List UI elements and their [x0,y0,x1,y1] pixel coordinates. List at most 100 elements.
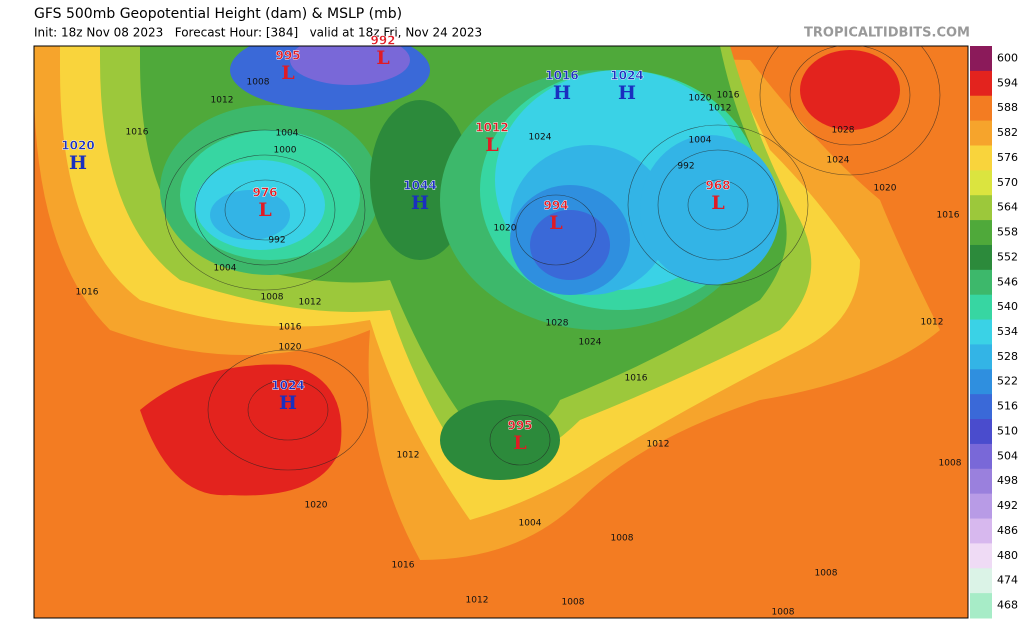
colorbar-label: 510 [997,424,1018,437]
center-letter: L [513,432,526,454]
center-value: 995 [507,419,532,433]
isobar-label: 1004 [519,519,542,529]
colorbar-swatch [970,195,992,221]
isobar-label: 1012 [709,104,732,114]
colorbar-swatch [970,46,992,72]
colorbar-swatch [970,269,992,296]
colorbar-label: 600 [997,51,1018,64]
center-value: 995 [275,49,300,63]
isobar-label: 1004 [689,136,712,146]
isobar-label: 1024 [579,338,602,348]
isobar-label: 1004 [276,129,299,139]
center-letter: H [618,82,636,104]
isobar-label: 1012 [647,440,670,450]
isobar-label: 1012 [211,96,234,106]
colorbar-label: 504 [997,449,1018,462]
colorbar-label: 492 [997,499,1018,512]
colorbar-swatch [970,369,992,395]
colorbar-swatch [970,95,992,122]
center-letter: H [553,82,571,104]
center-value: 992 [370,34,395,48]
center-value: 968 [705,179,730,193]
colorbar-label: 474 [997,574,1018,587]
isobar-label: 1004 [214,264,237,274]
center-value: 1024 [271,379,304,393]
isobar-label: 1008 [562,598,585,608]
colorbar-swatch [970,120,992,146]
isobar-label: 1016 [717,91,740,101]
height-field [34,46,968,618]
isobar-label: 992 [677,162,694,172]
colorbar-label: 594 [997,76,1018,89]
center-letter: H [279,392,297,414]
center-value: 1020 [61,139,94,153]
isobar-label: 1008 [261,293,284,303]
colorbar-swatch [970,344,992,370]
isobar-label: 1020 [874,184,897,194]
isobar-label: 1000 [274,146,297,156]
watermark: TROPICALTIDBITS.COM [804,26,970,41]
isobar-label: 1016 [76,288,99,298]
colorbar-label: 546 [997,275,1018,288]
colorbar-label: 528 [997,350,1018,363]
center-value: 1044 [403,179,436,193]
isobar-label: 1008 [939,459,962,469]
center-value: 1012 [475,121,508,135]
center-value: 1016 [545,69,578,83]
isobar-label: 1024 [827,156,850,166]
colorbar-swatch [970,468,992,495]
center-letter: L [281,62,294,84]
colorbar-swatch [970,568,992,594]
center-value: 1024 [610,69,643,83]
isobar-label: 992 [268,236,285,246]
colorbar-label: 522 [997,375,1018,388]
colorbar-label: 588 [997,101,1018,114]
colorbar-label: 558 [997,226,1018,239]
isobar-label: 1008 [247,78,270,88]
center-letter: L [485,134,498,156]
colorbar-swatch [970,170,992,196]
colorbar-swatch [970,70,992,97]
colorbar-label: 540 [997,300,1018,313]
colorbar-label: 486 [997,524,1018,537]
center-letter: H [411,192,429,214]
colorbar-swatch [970,294,992,321]
isobar-label: 1020 [279,343,302,353]
colorbar-swatch [970,394,992,420]
colorbar-label: 480 [997,549,1018,562]
colorbar-label: 576 [997,151,1018,164]
isobar-label: 1016 [625,374,648,384]
isobar-label: 1020 [689,94,712,104]
isobar-label: 1024 [529,133,552,143]
colorbar-label: 534 [997,325,1018,338]
isobar-label: 1016 [279,323,302,333]
colorbar-swatch [970,543,992,569]
colorbar-label: 582 [997,126,1018,139]
isobar-label: 1016 [126,128,149,138]
center-letter: L [376,47,389,69]
center-letter: L [258,199,271,221]
isobar-label: 1028 [832,126,855,136]
isobar-label: 1008 [772,608,795,618]
colorbar-label: 570 [997,176,1018,189]
colorbar-label: 564 [997,201,1018,214]
isobar-label: 1008 [815,569,838,579]
colorbar-label: 516 [997,400,1018,413]
isobar-label: 1012 [299,298,322,308]
center-value: 976 [252,186,277,200]
isobar-label: 1016 [392,561,415,571]
isobar-label: 1012 [397,451,420,461]
subtitle: Init: 18z Nov 08 2023 Forecast Hour: [38… [34,26,482,40]
isobar-label: 1020 [305,501,328,511]
colorbar-swatch [970,244,992,271]
isobar-label: 1012 [466,596,489,606]
colorbar-swatch [970,593,992,619]
isobar-label: 1016 [937,211,960,221]
center-value: 994 [543,199,568,213]
colorbar-label: 468 [997,599,1018,612]
colorbar-swatch [970,493,992,520]
isobars [164,46,941,471]
center-letter: L [549,212,562,234]
